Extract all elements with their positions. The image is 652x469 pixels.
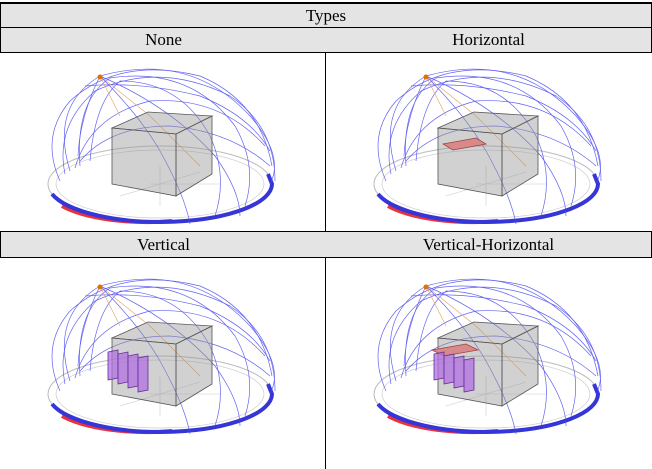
cell-label: Vertical bbox=[0, 231, 326, 258]
cell-label: Horizontal bbox=[326, 28, 652, 53]
cell-label: Vertical-Horizontal bbox=[326, 231, 652, 258]
cell-label: None bbox=[0, 28, 326, 53]
sunpath-vertical-horizontal bbox=[372, 277, 603, 436]
sunpath-none bbox=[46, 67, 277, 226]
column-divider bbox=[325, 52, 326, 232]
header-title: Types bbox=[0, 4, 652, 28]
column-divider bbox=[325, 257, 326, 469]
sunpath-horizontal bbox=[372, 67, 603, 226]
sunpath-vertical bbox=[46, 277, 277, 436]
top-rule bbox=[0, 2, 652, 4]
